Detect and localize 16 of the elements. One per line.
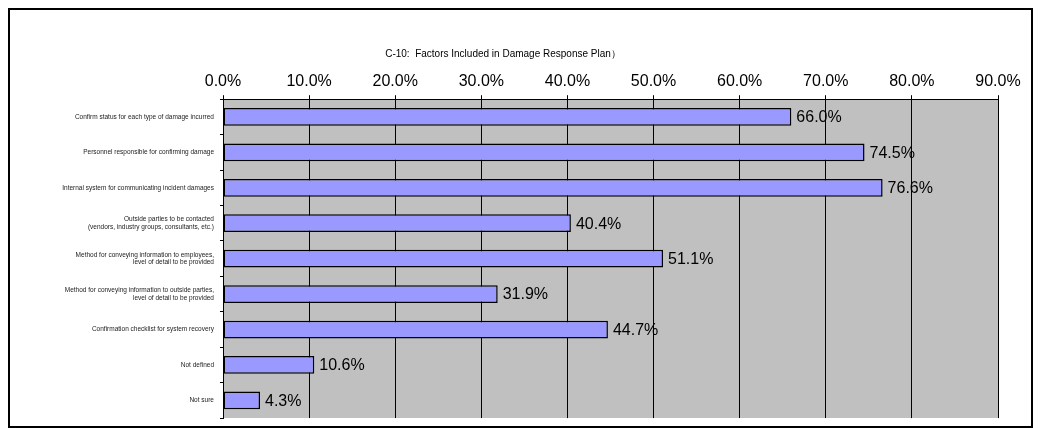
data-label: 10.6% <box>319 356 365 374</box>
data-label: 51.1% <box>668 250 714 268</box>
data-label: 40.4% <box>575 214 622 232</box>
data-label: 31.9% <box>502 285 549 303</box>
x-tick-label: 50.0% <box>630 72 677 90</box>
x-tick-label: 40.0% <box>544 72 591 90</box>
chart-title: C-10: Factors Included in Damage Response Plan） <box>385 47 621 59</box>
x-tick-label: 20.0% <box>372 72 418 90</box>
x-tick-label: 60.0% <box>716 72 763 90</box>
x-tick-label: 30.0% <box>458 72 505 90</box>
x-tick-label: 90.0% <box>975 72 1021 90</box>
x-tick-label: 0.0% <box>204 72 242 90</box>
data-label: 4.3% <box>265 391 302 409</box>
x-tick-label: 70.0% <box>803 72 849 90</box>
x-tick-label: 10.0% <box>286 72 332 90</box>
x-tick-label: 80.0% <box>889 72 935 90</box>
